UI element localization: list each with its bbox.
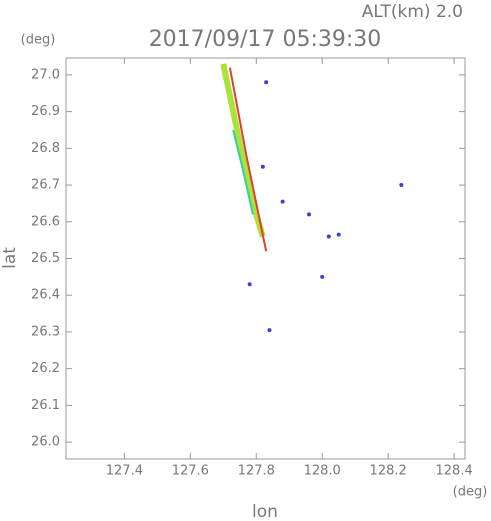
echo-line xyxy=(220,63,266,238)
y-axis-label: lat xyxy=(0,247,20,269)
echo-point xyxy=(326,234,331,239)
y-tick-label: 26.7 xyxy=(31,178,60,193)
x-unit: (deg) xyxy=(453,485,488,500)
echo-point xyxy=(280,199,285,204)
echo-point xyxy=(264,80,269,85)
plot-frame xyxy=(65,57,466,460)
x-axis-label: lon xyxy=(252,502,278,521)
subtitle: ALT(km) 2.0 xyxy=(362,2,463,22)
echo-point xyxy=(320,274,325,279)
echo-point xyxy=(336,232,341,237)
y-tick-label: 26.3 xyxy=(31,324,60,339)
echo-point xyxy=(247,282,252,287)
echo-point xyxy=(399,183,404,188)
x-tick-label: 127.4 xyxy=(106,464,143,479)
echo-point xyxy=(267,328,272,333)
x-tick-label: 128.4 xyxy=(436,464,473,479)
y-tick-label: 26.9 xyxy=(31,104,60,119)
y-tick-label: 26.2 xyxy=(31,361,60,376)
y-tick-label: 26.4 xyxy=(31,288,60,303)
y-tick-label: 26.8 xyxy=(31,141,60,156)
x-tick-label: 127.6 xyxy=(172,464,209,479)
echo-point xyxy=(307,212,312,217)
y-tick-label: 26.1 xyxy=(31,398,60,413)
y-unit: (deg) xyxy=(21,33,56,48)
chart-title: 2017/09/17 05:39:30 xyxy=(149,27,382,52)
x-tick-label: 127.8 xyxy=(238,464,275,479)
y-tick-label: 26.6 xyxy=(31,214,60,229)
y-tick-label: 26.5 xyxy=(31,251,60,266)
y-tick-label: 26.0 xyxy=(31,435,60,450)
x-tick-label: 128.2 xyxy=(370,464,407,479)
echo-line xyxy=(232,129,254,215)
y-tick-label: 27.0 xyxy=(31,67,60,82)
echo-line xyxy=(228,67,268,252)
x-tick-label: 128.0 xyxy=(304,464,341,479)
echo-point xyxy=(260,164,265,169)
